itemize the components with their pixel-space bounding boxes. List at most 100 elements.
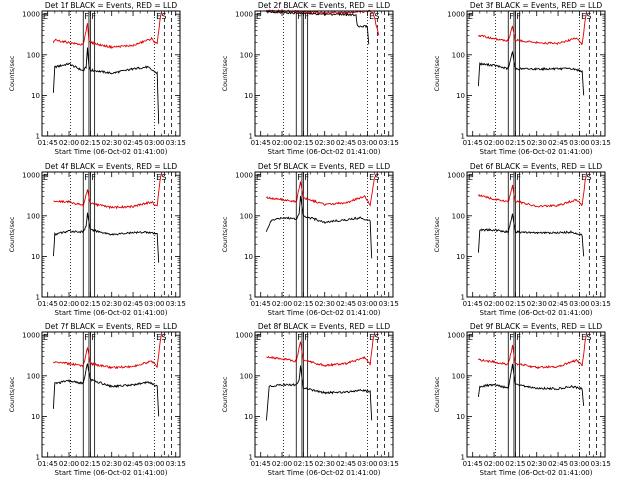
plot-frame	[466, 10, 606, 137]
y-tick-label: 10	[244, 92, 253, 100]
x-tick-label: 02:30	[315, 139, 335, 147]
plot-frame	[466, 331, 606, 458]
plot-frame	[466, 171, 606, 298]
x-axis-label: Start Time (06-Oct-02 01:41:00)	[480, 469, 593, 477]
marker-label-e: E	[581, 12, 586, 21]
x-axis-label: Start Time (06-Oct-02 01:41:00)	[268, 469, 381, 477]
marker-label-f: F	[516, 12, 521, 21]
marker-label-f: F	[304, 333, 309, 342]
x-tick-label: 02:00	[484, 139, 504, 147]
x-axis-label: Start Time (06-Oct-02 01:41:00)	[55, 469, 168, 477]
x-tick-label: 01:45	[251, 139, 271, 147]
y-tick-label: 1	[249, 133, 253, 141]
marker-label-s: S	[586, 12, 591, 21]
x-tick-label: 02:15	[505, 139, 525, 147]
marker-label-f: F	[84, 333, 89, 342]
events-series-line	[52, 212, 160, 263]
y-tick-label: 10	[31, 253, 40, 261]
x-axis-label: Start Time (06-Oct-02 01:41:00)	[480, 309, 593, 317]
marker-label-f: F	[509, 173, 514, 182]
x-axis-label: Start Time (06-Oct-02 01:41:00)	[55, 309, 168, 317]
y-tick-label: 1000	[22, 332, 40, 340]
events-series-line	[52, 363, 160, 417]
marker-label-f: F	[84, 12, 89, 21]
events-series-line	[477, 363, 585, 407]
marker-label-f: F	[297, 333, 302, 342]
y-tick-label: 10	[456, 92, 465, 100]
x-tick-label: 03:00	[569, 300, 589, 308]
y-tick-label: 1	[249, 454, 253, 462]
x-tick-label: 03:00	[144, 139, 164, 147]
x-tick-label: 03:15	[166, 300, 186, 308]
y-tick-label: 1000	[447, 172, 465, 180]
x-tick-label: 03:00	[569, 460, 589, 468]
marker-label-f: F	[516, 333, 521, 342]
x-tick-label: 02:15	[293, 300, 313, 308]
marker-label-f: F	[297, 173, 302, 182]
x-tick-label: 02:15	[293, 460, 313, 468]
y-tick-label: 10	[31, 413, 40, 421]
y-tick-label: 1	[36, 294, 40, 302]
x-axis-label: Start Time (06-Oct-02 01:41:00)	[55, 148, 168, 156]
lld-series-line	[478, 12, 587, 46]
x-tick-label: 02:15	[293, 139, 313, 147]
detector-panel: Det 5f BLACK = Events, RED = LLD Counts/s…	[221, 162, 399, 317]
events-series-line	[477, 50, 585, 96]
y-tick-label: 1	[461, 294, 465, 302]
marker-label-e: E	[468, 12, 473, 21]
y-tick-label: 1000	[22, 172, 40, 180]
x-tick-label: 02:00	[59, 300, 79, 308]
y-tick-label: 1000	[22, 11, 40, 19]
detector-panel: Det 9f BLACK = Events, RED = LLD Counts/s…	[433, 322, 611, 477]
x-tick-label: 02:15	[80, 139, 100, 147]
events-series-line	[477, 213, 585, 257]
plot-frame	[254, 331, 394, 458]
marker-label-s: S	[374, 173, 379, 182]
marker-label-e: E	[256, 333, 261, 342]
lld-series-line	[52, 12, 162, 50]
x-tick-label: 02:00	[59, 139, 79, 147]
panel-title: Det 1f BLACK = Events, RED = LLD	[45, 1, 178, 10]
detector-panel: Det 8f BLACK = Events, RED = LLD Counts/s…	[221, 322, 399, 477]
y-tick-label: 100	[452, 372, 465, 380]
marker-label-f: F	[84, 173, 89, 182]
events-series-line	[52, 47, 160, 124]
x-tick-label: 02:45	[548, 460, 568, 468]
x-tick-label: 03:15	[166, 139, 186, 147]
x-axis-label: Start Time (06-Oct-02 01:41:00)	[480, 148, 593, 156]
panel-title: Det 4f BLACK = Events, RED = LLD	[45, 162, 178, 171]
events-series-line	[265, 195, 373, 259]
marker-label-e: E	[256, 12, 261, 21]
y-axis-label: Counts/sec	[433, 376, 441, 412]
x-axis-label: Start Time (06-Oct-02 01:41:00)	[268, 148, 381, 156]
x-tick-label: 02:00	[59, 460, 79, 468]
x-tick-label: 02:45	[123, 300, 143, 308]
detector-panel: Det 3f BLACK = Events, RED = LLD Counts/s…	[433, 1, 611, 156]
y-tick-label: 100	[27, 372, 40, 380]
y-axis-label: Counts/sec	[433, 216, 441, 252]
x-tick-label: 02:30	[315, 300, 335, 308]
x-tick-label: 01:45	[251, 460, 271, 468]
y-tick-label: 1	[249, 294, 253, 302]
marker-label-f: F	[509, 12, 514, 21]
marker-label-e: E	[256, 173, 261, 182]
x-tick-label: 02:30	[102, 300, 122, 308]
x-tick-label: 02:30	[315, 460, 335, 468]
x-tick-label: 02:15	[505, 300, 525, 308]
x-tick-label: 02:45	[336, 139, 356, 147]
marker-label-e: E	[43, 333, 48, 342]
panel-title: Det 5f BLACK = Events, RED = LLD	[258, 162, 391, 171]
marker-label-s: S	[586, 173, 591, 182]
marker-label-f: F	[91, 12, 96, 21]
y-axis-label: Counts/sec	[8, 55, 16, 91]
marker-label-e: E	[369, 12, 374, 21]
x-tick-label: 03:00	[357, 300, 377, 308]
x-tick-label: 01:45	[38, 139, 58, 147]
y-tick-label: 10	[244, 253, 253, 261]
y-tick-label: 10	[244, 413, 253, 421]
x-tick-label: 02:00	[484, 300, 504, 308]
y-tick-label: 1	[461, 454, 465, 462]
x-tick-label: 03:15	[166, 460, 186, 468]
x-tick-label: 03:15	[591, 300, 611, 308]
plot-frame	[41, 171, 181, 298]
